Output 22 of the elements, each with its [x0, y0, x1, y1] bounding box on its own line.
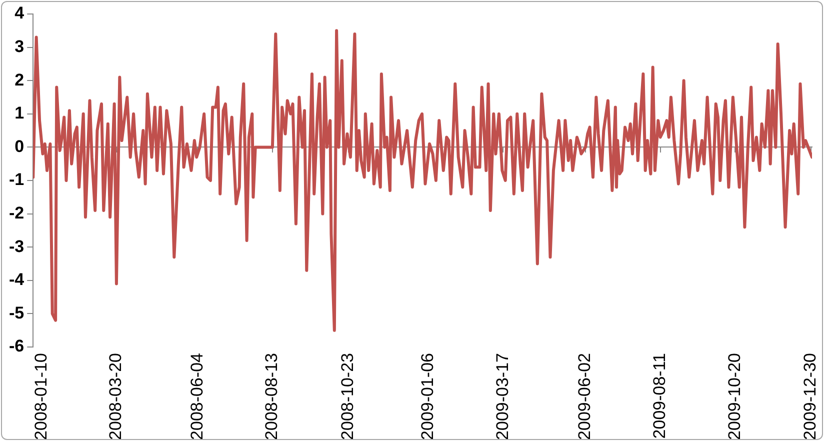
y-tick-label: -5	[8, 303, 24, 322]
y-tick-label: 1	[14, 104, 24, 123]
x-tick-label: 2009-08-11	[650, 353, 669, 439]
y-tick-label: -6	[8, 336, 24, 356]
x-tick-label: 2009-01-06	[418, 353, 438, 440]
y-tick-label: 0	[14, 136, 24, 156]
x-tick-label: 2008-03-20	[106, 353, 126, 440]
y-tick-label: -1	[8, 170, 24, 190]
x-tick-label: 2009-06-02	[575, 353, 594, 440]
y-tick-label: 4	[14, 4, 25, 23]
y-tick-label: 3	[14, 36, 24, 56]
x-tick-label: 2008-01-10	[31, 353, 50, 440]
x-tick-label: 2009-03-17	[492, 353, 512, 440]
y-tick-label: -2	[8, 203, 24, 222]
x-tick-label: 2008-06-04	[187, 353, 206, 440]
y-tick-label: 2	[14, 70, 24, 90]
x-tick-label: 2009-10-20	[724, 353, 744, 440]
y-tick-label: -3	[8, 236, 24, 256]
x-tick-label: 2008-08-13	[262, 353, 282, 440]
x-tick-label: 2008-10-23	[338, 353, 357, 440]
x-tick-label: 2009-12-30	[800, 353, 820, 440]
y-tick-label: -4	[8, 270, 25, 290]
